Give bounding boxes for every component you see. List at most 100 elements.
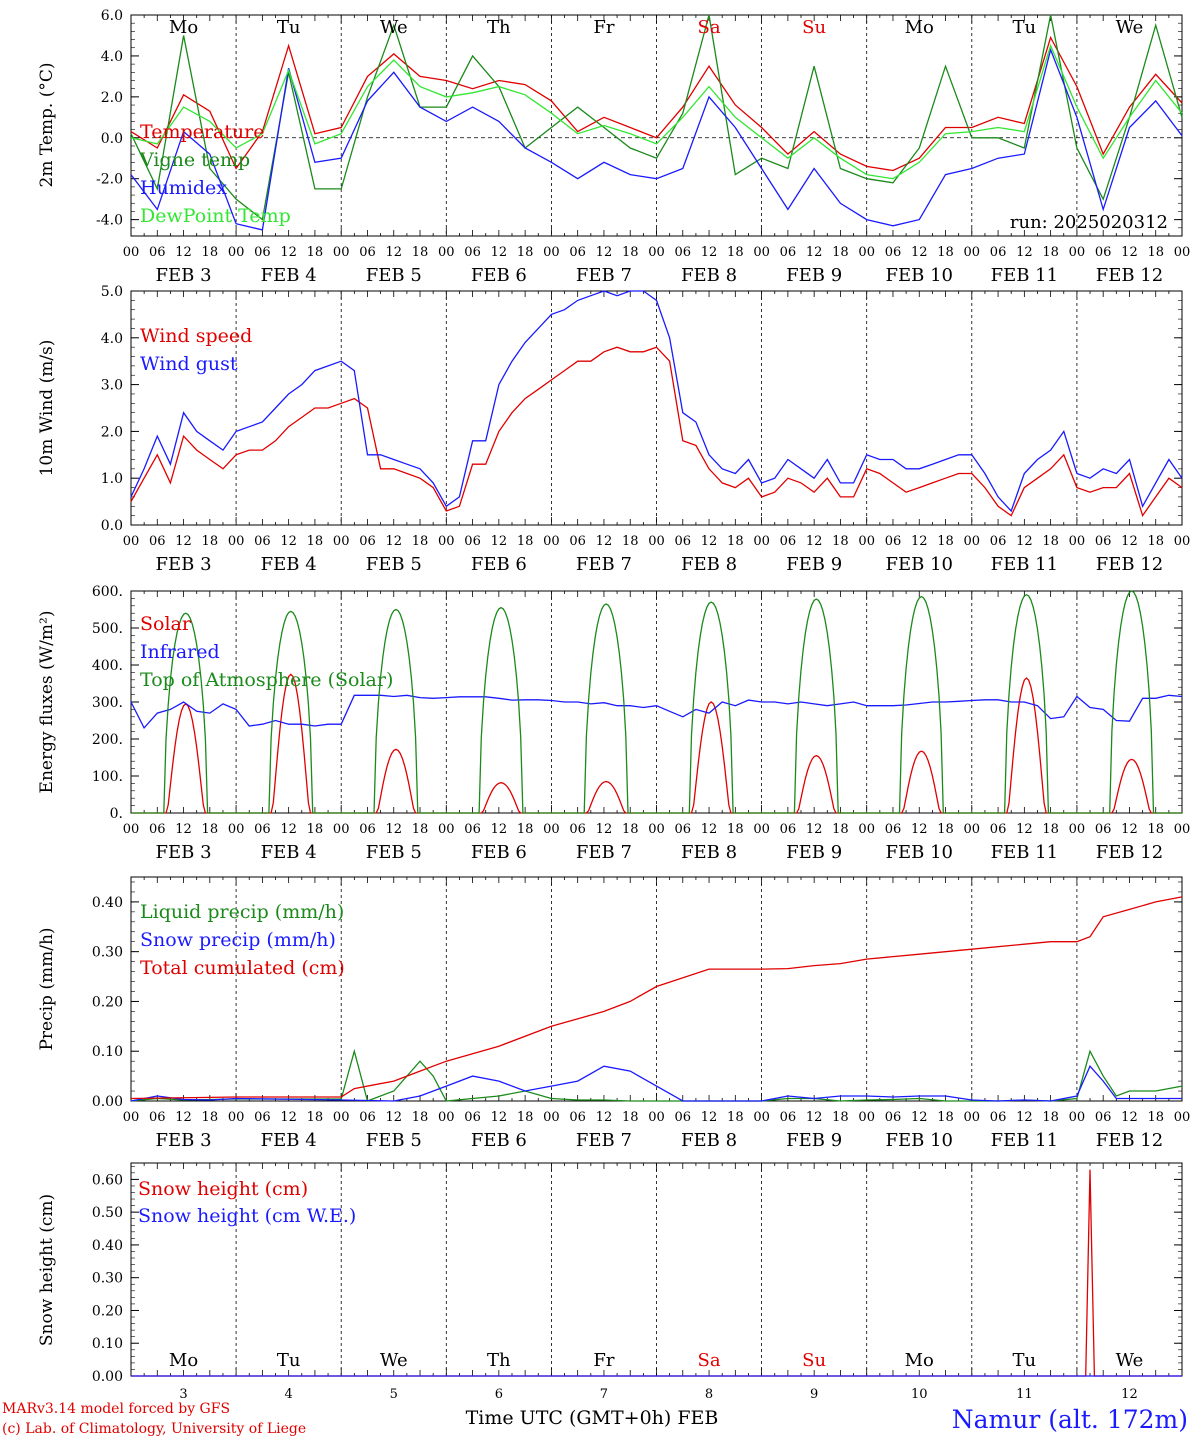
hour-tick-label: 12 bbox=[701, 245, 718, 260]
hour-tick-label: 12 bbox=[1016, 534, 1033, 549]
weekday-label: Tu bbox=[1013, 17, 1037, 38]
date-label: FEB 9 bbox=[786, 842, 842, 863]
hour-tick-label: 12 bbox=[280, 245, 297, 260]
hour-tick-label: 06 bbox=[990, 245, 1007, 260]
hour-tick-label: 12 bbox=[596, 534, 613, 549]
weekday-label: We bbox=[380, 1350, 408, 1371]
hour-tick-label: 12 bbox=[1121, 245, 1138, 260]
y-tick-label: 6.0 bbox=[101, 8, 123, 24]
date-label: FEB 9 bbox=[786, 554, 842, 575]
date-label: FEB 9 bbox=[786, 1130, 842, 1151]
legend-entry: Snow precip (mm/h) bbox=[140, 929, 336, 951]
weekday-label: Th bbox=[487, 17, 511, 38]
hour-tick-label: 06 bbox=[885, 534, 902, 549]
hour-tick-label: 00 bbox=[228, 245, 245, 260]
hour-tick-label: 00 bbox=[333, 534, 350, 549]
date-label: FEB 7 bbox=[576, 1130, 632, 1151]
hour-tick-label: 00 bbox=[123, 822, 140, 837]
series-line bbox=[130, 43, 1183, 180]
legend-entry: Wind gust bbox=[140, 353, 238, 375]
hour-tick-label: 18 bbox=[1042, 245, 1059, 260]
hour-tick-label: 06 bbox=[569, 245, 586, 260]
x-axis-title: Time UTC (GMT+0h) FEB bbox=[466, 1407, 719, 1429]
y-tick-label: 0.20 bbox=[92, 1303, 123, 1319]
y-tick-label: 0.50 bbox=[92, 1205, 123, 1221]
hour-tick-label: 00 bbox=[333, 245, 350, 260]
series-line bbox=[130, 694, 1183, 730]
series-line bbox=[130, 14, 1183, 221]
hour-tick-label: 06 bbox=[990, 1110, 1007, 1125]
y-tick-label: 0.00 bbox=[92, 1094, 123, 1110]
hour-tick-label: 12 bbox=[1121, 1110, 1138, 1125]
weekday-label: We bbox=[1116, 1350, 1144, 1371]
weekday-label: Tu bbox=[1013, 1350, 1037, 1371]
panel-3: 0. 100. 200. 300. 400. 500. 600. Energy fluxes … bbox=[37, 584, 1190, 863]
y-tick-label: 100. bbox=[92, 769, 123, 785]
date-label: FEB 4 bbox=[261, 842, 317, 863]
hour-tick-label: 18 bbox=[202, 1110, 219, 1125]
legend-entry: Snow height (cm W.E.) bbox=[138, 1205, 356, 1227]
hour-tick-label: 12 bbox=[701, 534, 718, 549]
hour-tick-label: 12 bbox=[911, 534, 928, 549]
date-label: FEB 8 bbox=[681, 554, 737, 575]
date-label: FEB 8 bbox=[681, 1130, 737, 1151]
legend-entry: Temperature bbox=[140, 121, 264, 143]
hour-tick-label: 00 bbox=[648, 822, 665, 837]
y-axis-title: Precip (mm/h) bbox=[37, 927, 57, 1050]
date-label: FEB 4 bbox=[261, 554, 317, 575]
date-label: FEB 7 bbox=[576, 265, 632, 286]
hour-tick-label: 06 bbox=[569, 822, 586, 837]
date-label: FEB 3 bbox=[156, 265, 212, 286]
y-tick-label: 5.0 bbox=[101, 284, 123, 300]
hour-tick-label: 06 bbox=[464, 1110, 481, 1125]
hour-tick-label: 18 bbox=[727, 1110, 744, 1125]
hour-tick-label: 06 bbox=[359, 1110, 376, 1125]
hour-tick-label: 18 bbox=[1042, 1110, 1059, 1125]
y-tick-label: 300. bbox=[92, 695, 123, 711]
hour-tick-label: 18 bbox=[1147, 245, 1164, 260]
hour-tick-label: 06 bbox=[780, 822, 797, 837]
hour-tick-label: 18 bbox=[727, 534, 744, 549]
legend-entry: Solar bbox=[140, 613, 192, 635]
y-tick-label: 0.00 bbox=[92, 1369, 123, 1385]
hour-tick-label: 18 bbox=[727, 245, 744, 260]
weekday-label: We bbox=[380, 17, 408, 38]
panel-2: 0.0 1.0 2.0 3.0 4.0 5.0 10m Wind (m/s) Wind spe… bbox=[37, 284, 1190, 575]
hour-tick-label: 00 bbox=[1069, 1110, 1086, 1125]
series-line bbox=[131, 590, 1182, 814]
hour-tick-label: 06 bbox=[780, 245, 797, 260]
legend-entry: Top of Atmosphere (Solar) bbox=[140, 669, 393, 691]
y-tick-label: 0. bbox=[110, 806, 123, 822]
date-label: FEB 7 bbox=[576, 554, 632, 575]
hour-tick-label: 00 bbox=[438, 1110, 455, 1125]
hour-tick-label: 06 bbox=[885, 245, 902, 260]
hour-tick-label: 06 bbox=[149, 245, 166, 260]
hour-tick-label: 06 bbox=[359, 822, 376, 837]
legend-entry: Liquid precip (mm/h) bbox=[140, 901, 344, 923]
hour-tick-label: 12 bbox=[596, 822, 613, 837]
y-axis-title: 2m Temp. (°C) bbox=[37, 62, 57, 187]
hour-tick-label: 12 bbox=[385, 245, 402, 260]
legend-entry: Snow height (cm) bbox=[138, 1178, 308, 1200]
hour-tick-label: 06 bbox=[885, 1110, 902, 1125]
hour-tick-label: 06 bbox=[149, 822, 166, 837]
hour-tick-label: 00 bbox=[333, 1110, 350, 1125]
hour-tick-label: 12 bbox=[175, 1110, 192, 1125]
series-line bbox=[130, 47, 1183, 231]
hour-tick-label: 00 bbox=[543, 245, 560, 260]
hour-tick-label: 00 bbox=[333, 822, 350, 837]
legend-entry: Infrared bbox=[140, 641, 220, 663]
y-tick-label: 4.0 bbox=[101, 331, 123, 347]
hour-tick-label: 00 bbox=[1174, 245, 1191, 260]
y-tick-label: 0.0 bbox=[101, 131, 123, 147]
date-label: FEB 5 bbox=[366, 265, 422, 286]
date-label: FEB 8 bbox=[681, 265, 737, 286]
hour-tick-label: 00 bbox=[964, 1110, 981, 1125]
y-tick-label: 0.30 bbox=[92, 945, 123, 961]
weekday-label: Su bbox=[802, 1350, 826, 1371]
hour-tick-label: 12 bbox=[596, 245, 613, 260]
hour-tick-label: 00 bbox=[964, 822, 981, 837]
hour-tick-label: 18 bbox=[517, 534, 534, 549]
weekday-label: Mo bbox=[169, 1350, 198, 1371]
day-number-label: 10 bbox=[911, 1387, 928, 1402]
